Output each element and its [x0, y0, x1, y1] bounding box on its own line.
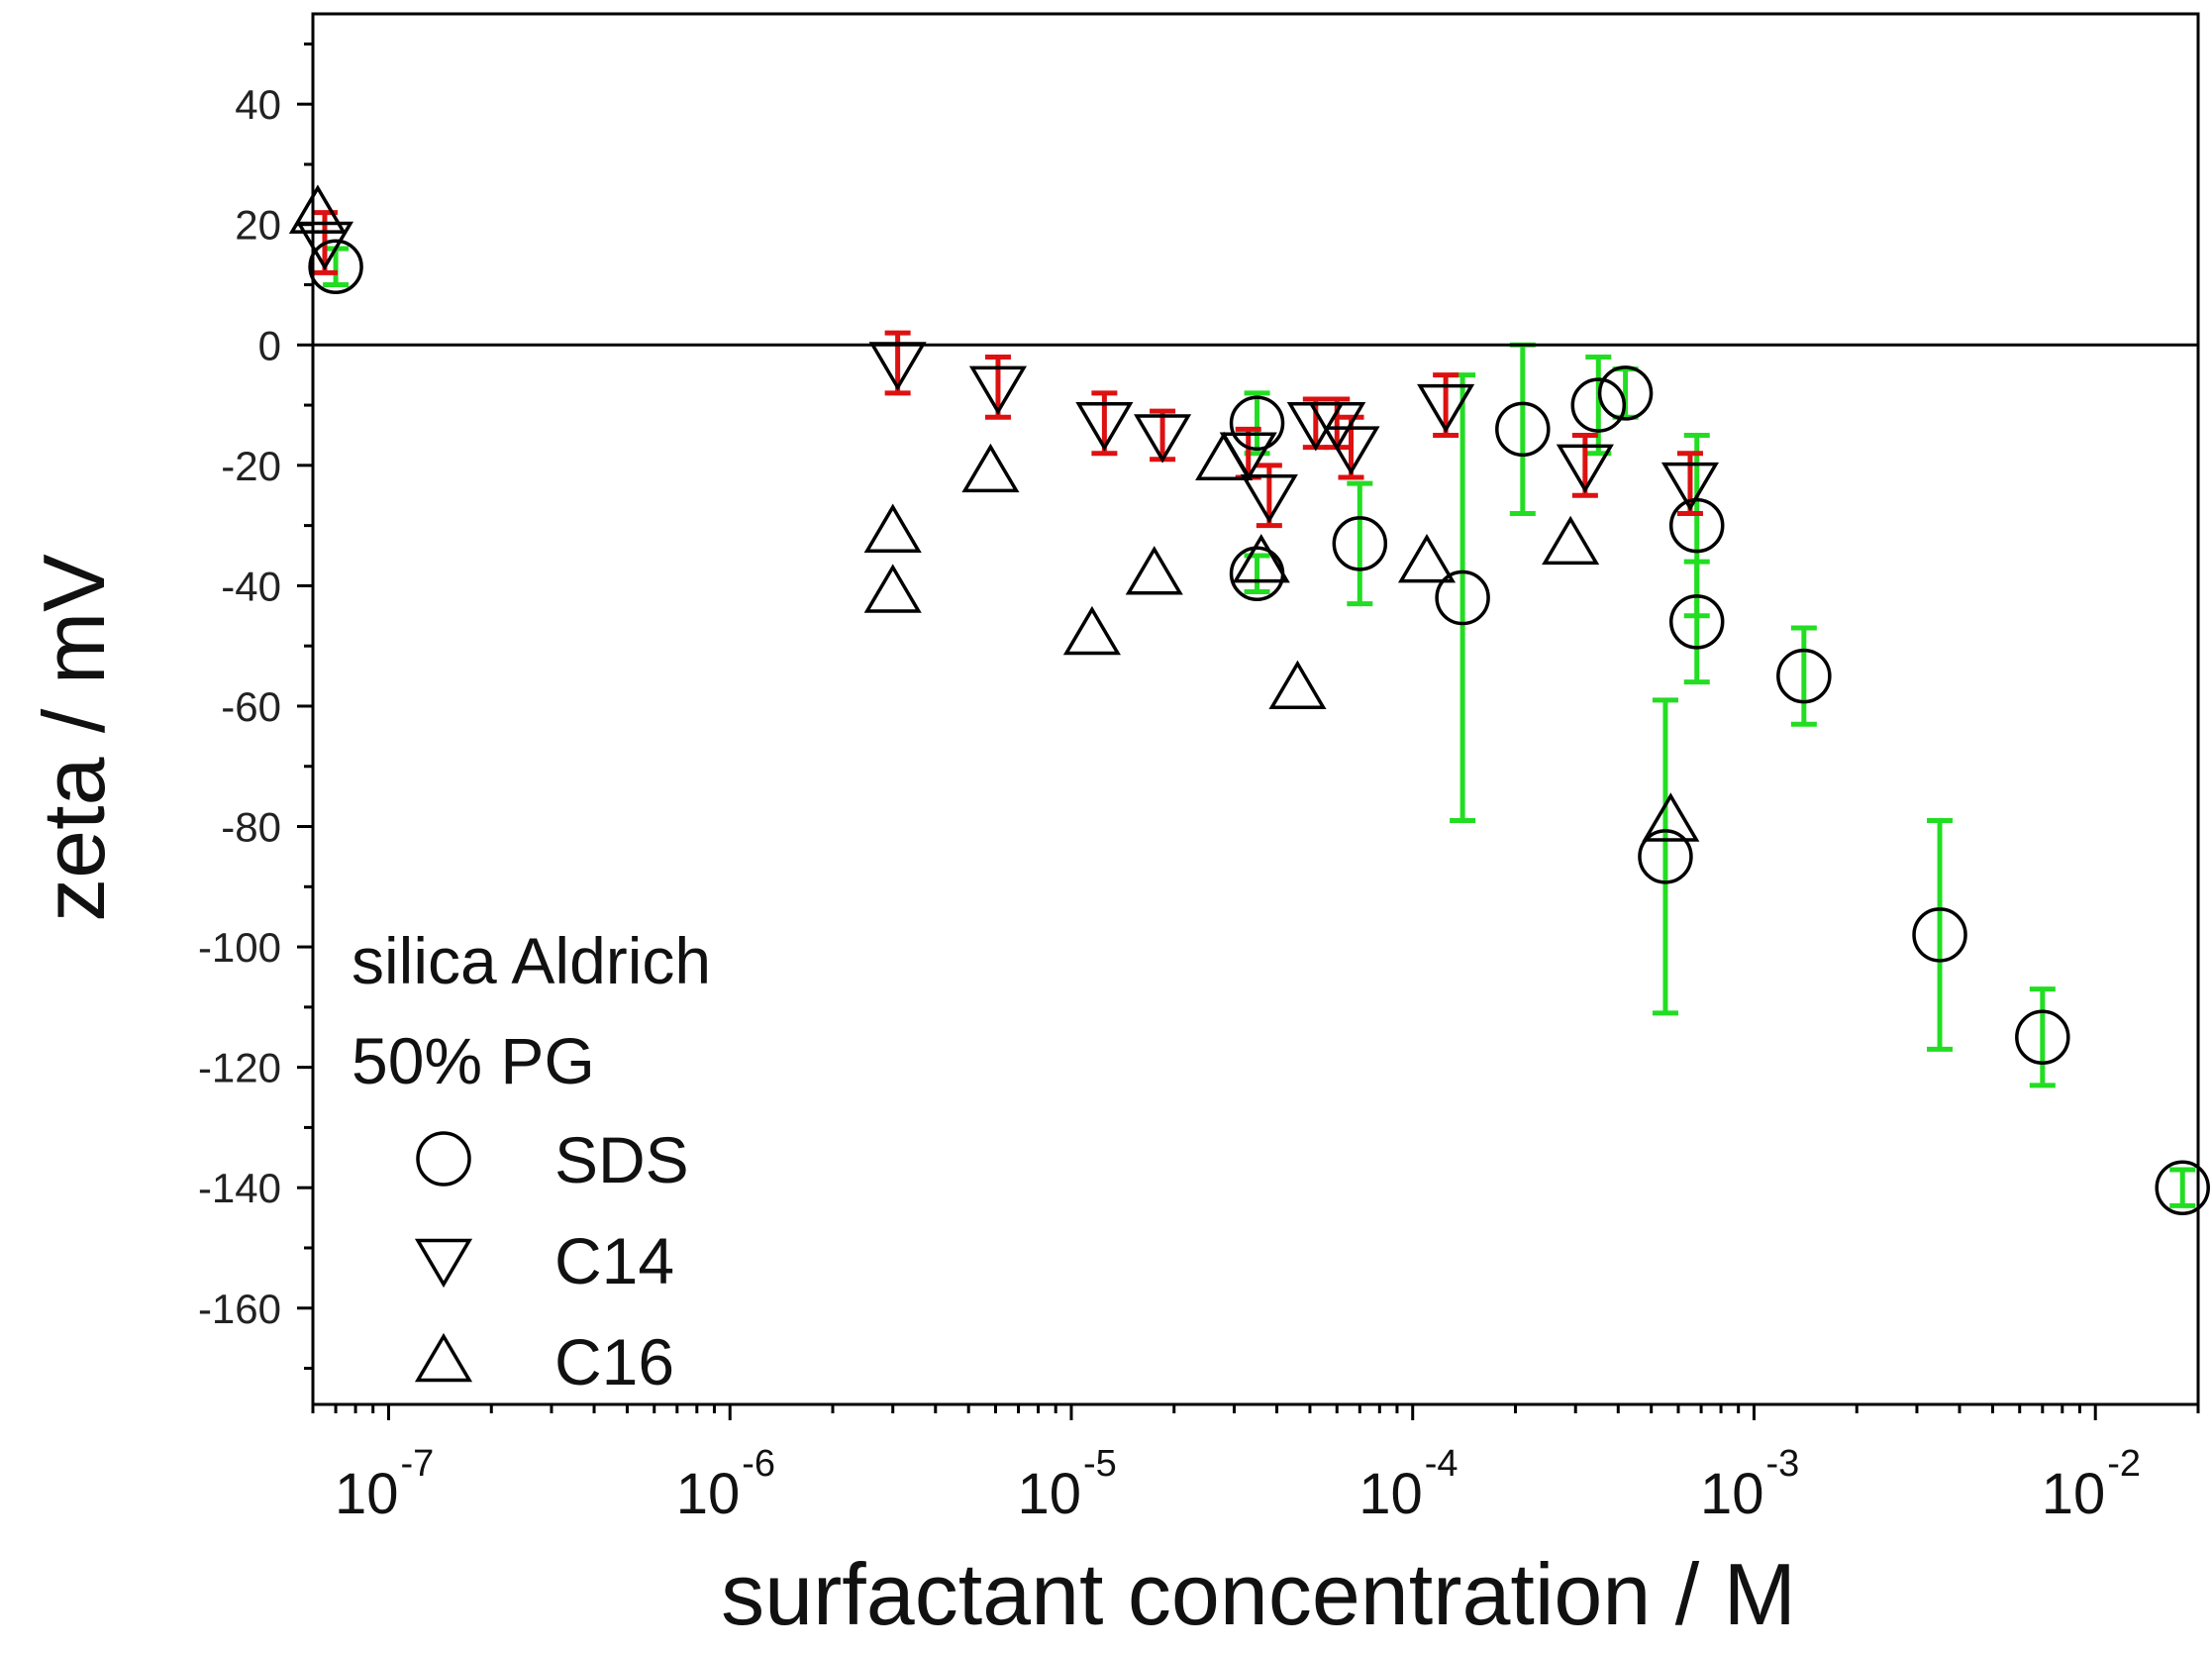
sds-legend-symbol	[416, 1131, 471, 1187]
x-tick-exponent: -6	[742, 1443, 775, 1485]
sds-data-point	[1435, 569, 1490, 626]
sds-error-bar	[1652, 697, 1678, 1016]
c14-legend-symbol	[414, 1238, 473, 1289]
c16-data-point	[288, 184, 347, 234]
sds-data-point	[1597, 365, 1654, 421]
x-tick-label: 10	[676, 1462, 741, 1526]
c16-data-point	[1642, 792, 1700, 842]
sds-data-point	[1495, 401, 1551, 458]
x-tick-exponent: -2	[2107, 1443, 2141, 1485]
x-tick-label: 10	[1017, 1462, 1081, 1526]
x-tick-exponent: -3	[1765, 1443, 1799, 1485]
sds-error-bar	[1450, 372, 1476, 823]
c14-data-point	[1134, 414, 1192, 464]
y-tick-label: -140	[198, 1165, 281, 1211]
sds-data-point	[1638, 829, 1693, 884]
sds-legend-label: SDS	[554, 1123, 689, 1196]
c14-legend-label: C14	[554, 1224, 674, 1297]
y-tick-label: -120	[198, 1045, 281, 1091]
c14-error-bar	[1302, 396, 1329, 451]
c16-data-point	[1232, 533, 1290, 583]
sds-data-point	[308, 239, 363, 295]
c14-data-point	[1240, 473, 1298, 524]
c14-data-point	[1075, 402, 1134, 452]
sds-data-point	[1332, 516, 1388, 571]
c14-data-point	[968, 365, 1028, 415]
annotation-line-2: 50% PG	[352, 1024, 595, 1097]
y-tick-label: -60	[221, 683, 281, 730]
y-tick-label: -100	[198, 924, 281, 971]
y-tick-label: 0	[258, 322, 281, 368]
sds-data-point	[1229, 395, 1285, 452]
x-axis-title: surfactant concentration / M	[721, 1545, 1796, 1643]
y-tick-label: -40	[221, 563, 281, 609]
c14-data-point	[1660, 462, 1720, 512]
c16-legend-symbol	[414, 1332, 473, 1383]
y-tick-label: -160	[198, 1286, 281, 1332]
sds-data-point	[1912, 907, 1967, 963]
y-tick-label: 40	[235, 81, 281, 128]
legend: silica Aldrich 50% PG SDS C14 C16	[352, 924, 711, 1398]
sds-error-bar	[2169, 1167, 2196, 1208]
c14-data-point	[1322, 426, 1380, 475]
sds-error-bar	[1683, 559, 1710, 685]
y-tick-label: -80	[221, 804, 281, 851]
sds-error-bar	[1585, 354, 1612, 457]
x-tick-exponent: -7	[400, 1443, 434, 1485]
sds-data-point	[1776, 648, 1832, 704]
c14-data-point	[1556, 444, 1614, 493]
annotation-line-1: silica Aldrich	[352, 924, 711, 997]
sds-error-bar	[1509, 342, 1536, 516]
c16-data-point	[1125, 546, 1183, 595]
c16-data-point	[1268, 660, 1327, 709]
x-tick-exponent: -5	[1083, 1443, 1117, 1485]
data-markers	[288, 184, 2210, 1215]
sds-error-bar	[2029, 986, 2056, 1088]
x-tick-label: 10	[2042, 1462, 2106, 1526]
c16-data-point	[1062, 605, 1121, 656]
c16-data-point	[1542, 515, 1600, 566]
x-tick-exponent: -4	[1425, 1443, 1458, 1485]
c16-legend-label: C16	[554, 1325, 674, 1398]
c14-data-point	[1417, 383, 1475, 434]
sds-data-point	[2015, 1009, 2070, 1065]
plot-frame	[311, 12, 2200, 1406]
y-axis-ticks: 40 20 0 -20 -40 -60 -80 -100 -120 -140 -160	[198, 42, 313, 1371]
y-tick-label: 20	[235, 202, 281, 249]
sds-error-bar	[1927, 817, 1954, 1052]
c16-data-point	[863, 564, 922, 613]
legend-entries: SDS C14 C16	[414, 1123, 689, 1398]
y-axis-title: zeta / mV	[25, 554, 123, 922]
sds-error-bar	[1790, 625, 1817, 727]
c16-data-point	[1195, 431, 1254, 481]
c14-data-point	[1308, 402, 1366, 452]
c14-error-bar	[1324, 396, 1351, 451]
sds-data-point	[1668, 594, 1725, 650]
c16-data-point	[863, 503, 922, 553]
x-tick-label: 10	[1358, 1462, 1423, 1526]
c14-error-bar	[1150, 408, 1176, 463]
c16-data-point	[1397, 533, 1457, 583]
y-tick-label: -20	[221, 443, 281, 489]
sds-data-point	[1570, 377, 1627, 433]
sds-error-bar	[1347, 480, 1373, 607]
c16-data-point	[961, 443, 1020, 493]
sds-data-point	[2155, 1160, 2210, 1215]
x-axis-ticks: 10 -7 10 -6 10 -5 10 -4 10 -3 10 -2	[311, 1404, 2200, 1526]
x-tick-label: 10	[1700, 1462, 1764, 1526]
x-tick-label: 10	[335, 1462, 399, 1526]
